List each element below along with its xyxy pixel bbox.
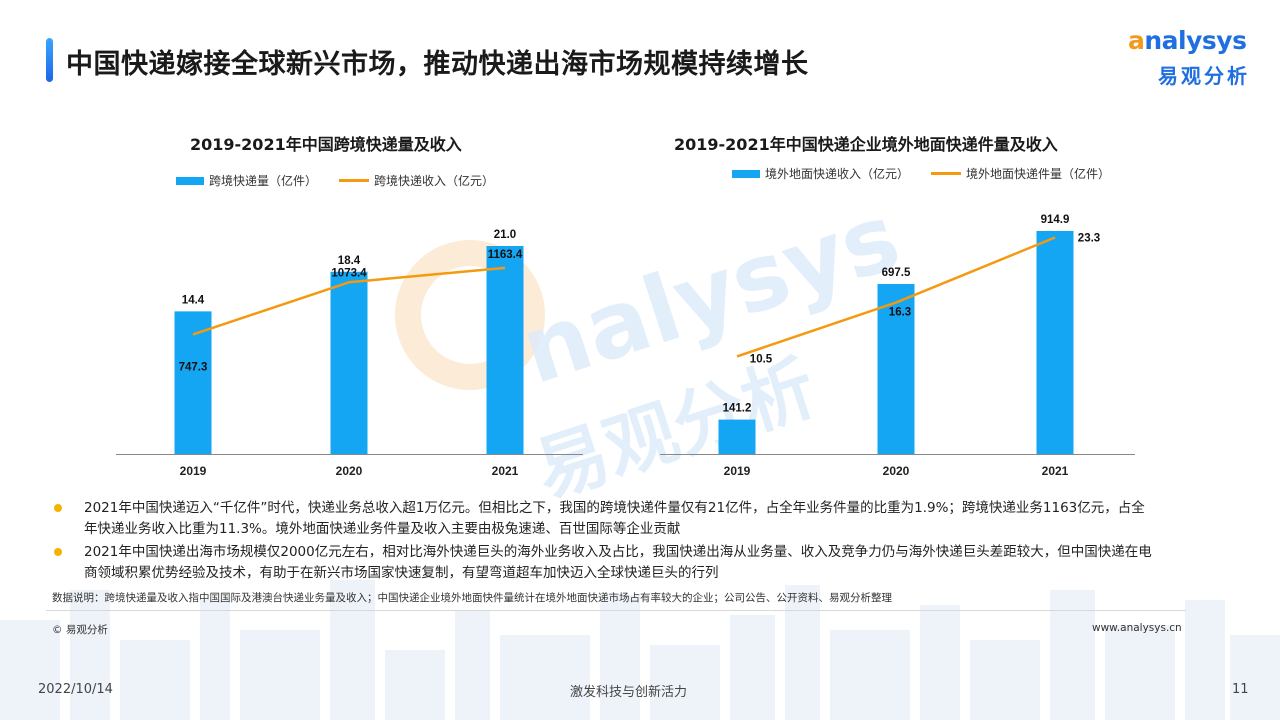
skyline-background [0, 580, 1280, 720]
chart1-tick-label: 2019 [180, 464, 207, 478]
data-note: 数据说明：跨境快递量及收入指中国国际及港澳台快递业务量及收入；中国快递企业境外地… [52, 592, 892, 604]
chart2-legend-bar-label: 境外地面快递收入（亿元） [765, 167, 910, 181]
page-number: 11 [1232, 682, 1249, 697]
chart2-tick-label: 2021 [1042, 464, 1069, 478]
chart2-line-label: 16.3 [889, 307, 911, 319]
chart1-legend: 跨境快递量（亿件） 跨境快递收入（亿元） [176, 172, 494, 189]
analysys-logo: analysys 易观分析 [1128, 26, 1258, 96]
logo-chinese: 易观分析 [1158, 64, 1250, 88]
chart2-bar-label: 141.2 [723, 403, 752, 415]
bullet-text: 2021年中国快递出海市场规模仅2000亿元左右，相对比海外快递巨头的海外业务收… [84, 544, 1152, 581]
chart1-legend-bar-label: 跨境快递量（亿件） [209, 174, 318, 188]
chart1-tick-label: 2020 [336, 464, 363, 478]
chart1-bar-label: 21.0 [494, 229, 516, 241]
chart2-series-line [736, 236, 1056, 358]
copyright: © 易观分析 [52, 624, 108, 636]
chart2-legend: 境外地面快递收入（亿元） 境外地面快递件量（亿件） [732, 165, 1110, 182]
legend-line-swatch [339, 179, 370, 182]
chart1-bar-label: 18.4 [338, 255, 361, 267]
chart1-tick-label: 2021 [492, 464, 519, 478]
legend-bar-swatch [176, 176, 204, 185]
chart1-bar-label: 14.4 [182, 294, 205, 306]
chart2-tick-label: 2019 [724, 464, 751, 478]
chart1-bar [330, 271, 368, 454]
bullet-dot [54, 504, 62, 512]
chart2-line-label: 23.3 [1078, 233, 1100, 245]
report-date: 2022/10/14 [38, 682, 113, 697]
footer-divider [46, 610, 1186, 611]
title-accent-bar [46, 38, 53, 82]
chart2-tick-label: 2020 [883, 464, 910, 478]
chart1-line-label: 1073.4 [331, 267, 367, 279]
bullet-item: 2021年中国快递迈入“千亿件”时代，快递业务总收入超1万亿元。但相比之下，我国… [52, 498, 1152, 540]
bullet-item: 2021年中国快递出海市场规模仅2000亿元左右，相对比海外快递巨头的海外业务收… [52, 542, 1152, 584]
page-title: 中国快递嫁接全球新兴市场，推动快递出海市场规模持续增长 [66, 49, 809, 80]
chart2-title: 2019-2021年中国快递企业境外地面快递件量及收入 [674, 135, 1058, 154]
bullet-list: 2021年中国快递迈入“千亿件”时代，快递业务总收入超1万亿元。但相比之下，我国… [52, 498, 1152, 586]
chart1-legend-line-label: 跨境快递收入（亿元） [374, 174, 495, 188]
chart1-bar [174, 311, 212, 454]
chart2-legend-line-label: 境外地面快递件量（亿件） [966, 167, 1111, 181]
slogan: 激发科技与创新活力 [570, 685, 688, 700]
chart2-bar-label: 914.9 [1041, 214, 1070, 226]
chart2-bar-label: 697.5 [882, 267, 911, 279]
chart1-line-label: 747.3 [179, 361, 208, 373]
chart2-line-label: 10.5 [750, 353, 773, 365]
chart1-title: 2019-2021年中国跨境快递量及收入 [190, 135, 462, 154]
chart2-bar [1036, 231, 1074, 454]
website-link[interactable]: www.analysys.cn [1092, 622, 1182, 634]
chart2-bar [877, 283, 915, 454]
logo-wordmark: analysys [1128, 26, 1247, 55]
legend-bar-swatch [732, 169, 760, 178]
bullet-dot [54, 548, 62, 556]
legend-line-swatch [931, 172, 962, 175]
bullet-text: 2021年中国快递迈入“千亿件”时代，快递业务总收入超1万亿元。但相比之下，我国… [84, 500, 1145, 537]
chart2-bar [718, 419, 756, 454]
